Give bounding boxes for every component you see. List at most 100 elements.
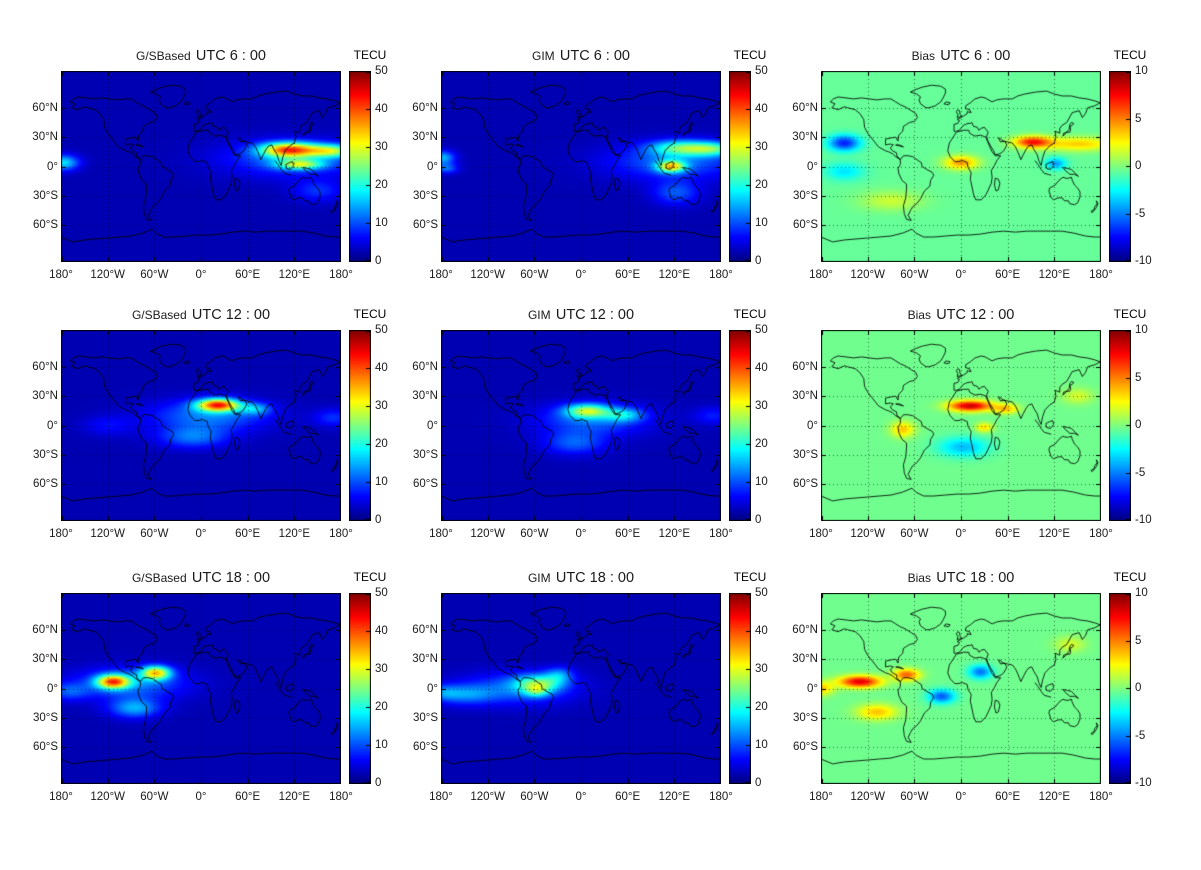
colorbar-tick-label: 40: [375, 103, 388, 115]
lat-tick-label: 30°N: [412, 653, 438, 666]
lat-tick-label: 60°S: [792, 478, 818, 491]
lat-tick-label: 30°S: [792, 189, 818, 202]
lon-tick-label: 60°W: [900, 791, 929, 803]
colorbar-tick-label: 40: [755, 103, 768, 115]
lon-tick-label: 120°W: [90, 269, 125, 281]
lon-tick-label: 120°E: [1038, 269, 1071, 281]
colorbar-tick-label: 0: [755, 777, 762, 789]
panel-title: Bias UTC 18 : 00: [821, 565, 1101, 587]
model-label: GIM: [527, 308, 551, 322]
tec-map-canvas: [61, 71, 341, 262]
panel-title: Bias UTC 6 : 00: [821, 43, 1101, 65]
panel-title: GIM UTC 18 : 00: [441, 565, 721, 587]
lat-tick-label: 30°N: [792, 131, 818, 144]
colorbar-unit-label: TECU: [353, 307, 387, 321]
lon-tick-label: 120°W: [470, 269, 505, 281]
lon-tick-label: 60°W: [140, 269, 169, 281]
colorbar-tick-label: 0: [375, 777, 382, 789]
colorbar-tick-label: 0: [375, 514, 382, 526]
colorbar-canvas: [729, 330, 751, 521]
colorbar-tick-label: 20: [375, 438, 388, 450]
colorbar-canvas: [349, 593, 371, 784]
lon-tick-label: 180°: [49, 791, 73, 803]
model-label: GIM: [527, 571, 551, 585]
lon-tick-label: 60°W: [140, 528, 169, 540]
lon-tick-label: 180°: [329, 269, 353, 281]
colorbar-tick-label: 20: [755, 701, 768, 713]
lat-tick-label: 60°S: [32, 219, 58, 232]
panel-bias-utc-6: Bias UTC 6 : 00 TECU 180° 120°W 60°W 0° 60°E…: [785, 40, 1157, 287]
lat-tick-label: 0°: [427, 160, 438, 173]
lon-tick-label: 120°W: [850, 528, 885, 540]
panel-title: G/SBased UTC 12 : 00: [61, 302, 341, 324]
lon-tick-label: 120°E: [278, 791, 311, 803]
panel-title: G/SBased UTC 6 : 00: [61, 43, 341, 65]
colorbar-tick-label: 5: [1135, 634, 1142, 647]
panel-title: G/SBased UTC 18 : 00: [61, 565, 341, 587]
lat-tick-label: 30°N: [32, 131, 58, 144]
panel-gim-utc-12: GIM UTC 12 : 00 TECU 180° 120°W 60°W 0° 60°E…: [405, 299, 777, 546]
colorbar-tick-label: 30: [375, 400, 388, 412]
model-label: GIM: [532, 49, 555, 63]
lon-tick-label: 60°E: [235, 528, 261, 540]
panel-gim-utc-6: GIM UTC 6 : 00 TECU 180° 120°W 60°W 0° 60°E 1…: [405, 40, 777, 287]
lon-tick-label: 60°E: [995, 791, 1021, 803]
colorbar-tick-label: 30: [755, 400, 768, 412]
colorbar-tick-label: 40: [375, 362, 388, 374]
lon-tick-label: 180°: [49, 269, 73, 281]
colorbar-tick-label: -5: [1135, 466, 1146, 479]
lat-tick-label: 0°: [807, 682, 818, 695]
colorbar-canvas: [349, 330, 371, 521]
lat-tick-label: 30°N: [412, 131, 438, 144]
colorbar-tick-label: 20: [375, 179, 388, 191]
colorbar-tick-label: 30: [755, 141, 768, 153]
colorbar-tick-label: 10: [375, 217, 388, 229]
lat-tick-label: 30°N: [32, 390, 58, 403]
colorbar-tick-label: 10: [755, 217, 768, 229]
lon-tick-label: 120°W: [850, 791, 885, 803]
lon-tick-label: 120°E: [278, 528, 311, 540]
lat-tick-label: 30°S: [32, 711, 58, 724]
lon-tick-label: 120°W: [90, 528, 125, 540]
colorbar-tick-label: 10: [1135, 65, 1148, 77]
panel-bias-utc-18: Bias UTC 18 : 00 TECU 180° 120°W 60°W 0° 60°…: [785, 562, 1157, 809]
tec-map-canvas: [61, 593, 341, 784]
colorbar-unit-label: TECU: [353, 48, 387, 62]
panel-gsbased-utc-12: G/SBased UTC 12 : 00 TECU 180° 120°W 60°W 0…: [25, 299, 397, 546]
colorbar-tick-label: 0: [1135, 682, 1142, 694]
panel-title: Bias UTC 12 : 00: [821, 302, 1101, 324]
colorbar-tick-label: 50: [755, 324, 768, 336]
lat-tick-label: 30°S: [792, 448, 818, 461]
lon-tick-label: 60°E: [995, 269, 1021, 281]
colorbar-canvas: [1109, 71, 1131, 262]
model-label: Bias: [907, 571, 931, 585]
lat-tick-label: 0°: [47, 419, 58, 432]
time-label: UTC 6 : 00: [195, 48, 266, 64]
lat-tick-label: 60°S: [32, 478, 58, 491]
colorbar-tick-label: 10: [1135, 587, 1148, 599]
time-label: UTC 12 : 00: [936, 307, 1015, 323]
lon-tick-label: 120°W: [90, 791, 125, 803]
colorbar-unit-label: TECU: [1113, 570, 1147, 584]
lon-tick-label: 120°W: [470, 791, 505, 803]
colorbar-tick-label: 10: [755, 739, 768, 751]
lon-tick-label: 120°E: [1038, 528, 1071, 540]
lat-tick-label: 30°S: [792, 711, 818, 724]
colorbar-tick-label: 20: [755, 179, 768, 191]
bias-map-canvas: [821, 593, 1101, 784]
lat-tick-label: 0°: [47, 160, 58, 173]
time-label: UTC 18 : 00: [555, 570, 635, 586]
lon-tick-label: 60°W: [520, 528, 549, 540]
lat-tick-label: 60°N: [792, 623, 818, 636]
lat-tick-label: 30°S: [412, 711, 438, 724]
lat-tick-label: 60°S: [412, 478, 438, 491]
lat-tick-label: 0°: [427, 682, 438, 695]
lon-tick-label: 180°: [429, 528, 453, 540]
lat-tick-label: 30°S: [32, 189, 58, 202]
lon-tick-label: 120°E: [658, 528, 691, 540]
colorbar-unit-label: TECU: [1113, 48, 1147, 62]
colorbar-tick-label: -10: [1135, 255, 1152, 267]
panel-title: GIM UTC 12 : 00: [441, 302, 721, 324]
tec-map-canvas: [441, 71, 721, 262]
colorbar-tick-label: 30: [375, 141, 388, 153]
